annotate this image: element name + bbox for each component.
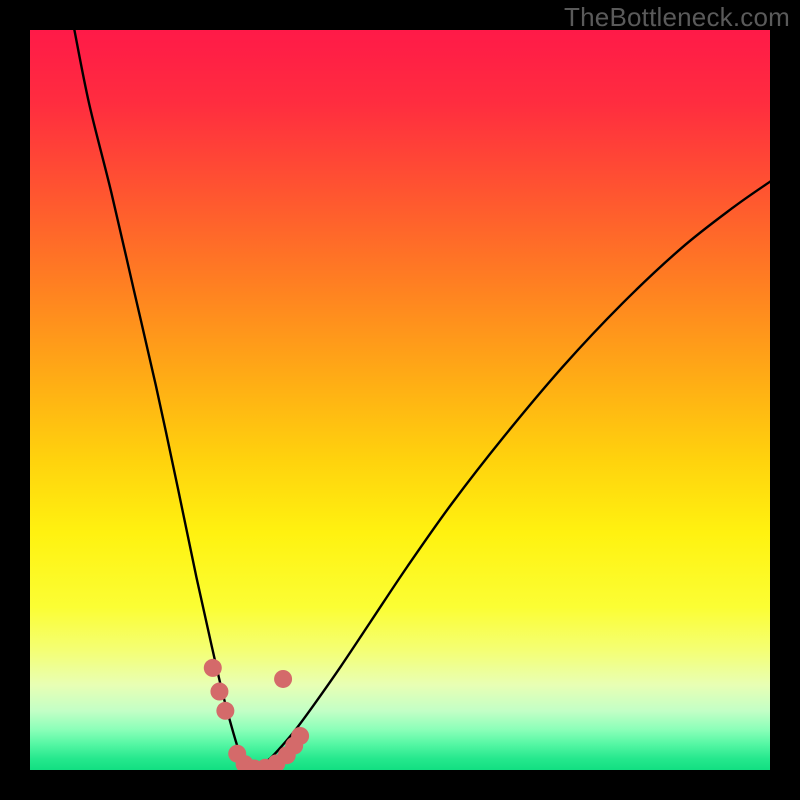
chart-svg (30, 30, 770, 770)
watermark-text: TheBottleneck.com (564, 2, 790, 33)
data-marker (204, 659, 222, 677)
chart-frame: TheBottleneck.com (0, 0, 800, 800)
data-marker (210, 683, 228, 701)
data-marker (274, 670, 292, 688)
data-marker (291, 727, 309, 745)
data-marker (216, 702, 234, 720)
plot-area (30, 30, 770, 770)
chart-background (30, 30, 770, 770)
